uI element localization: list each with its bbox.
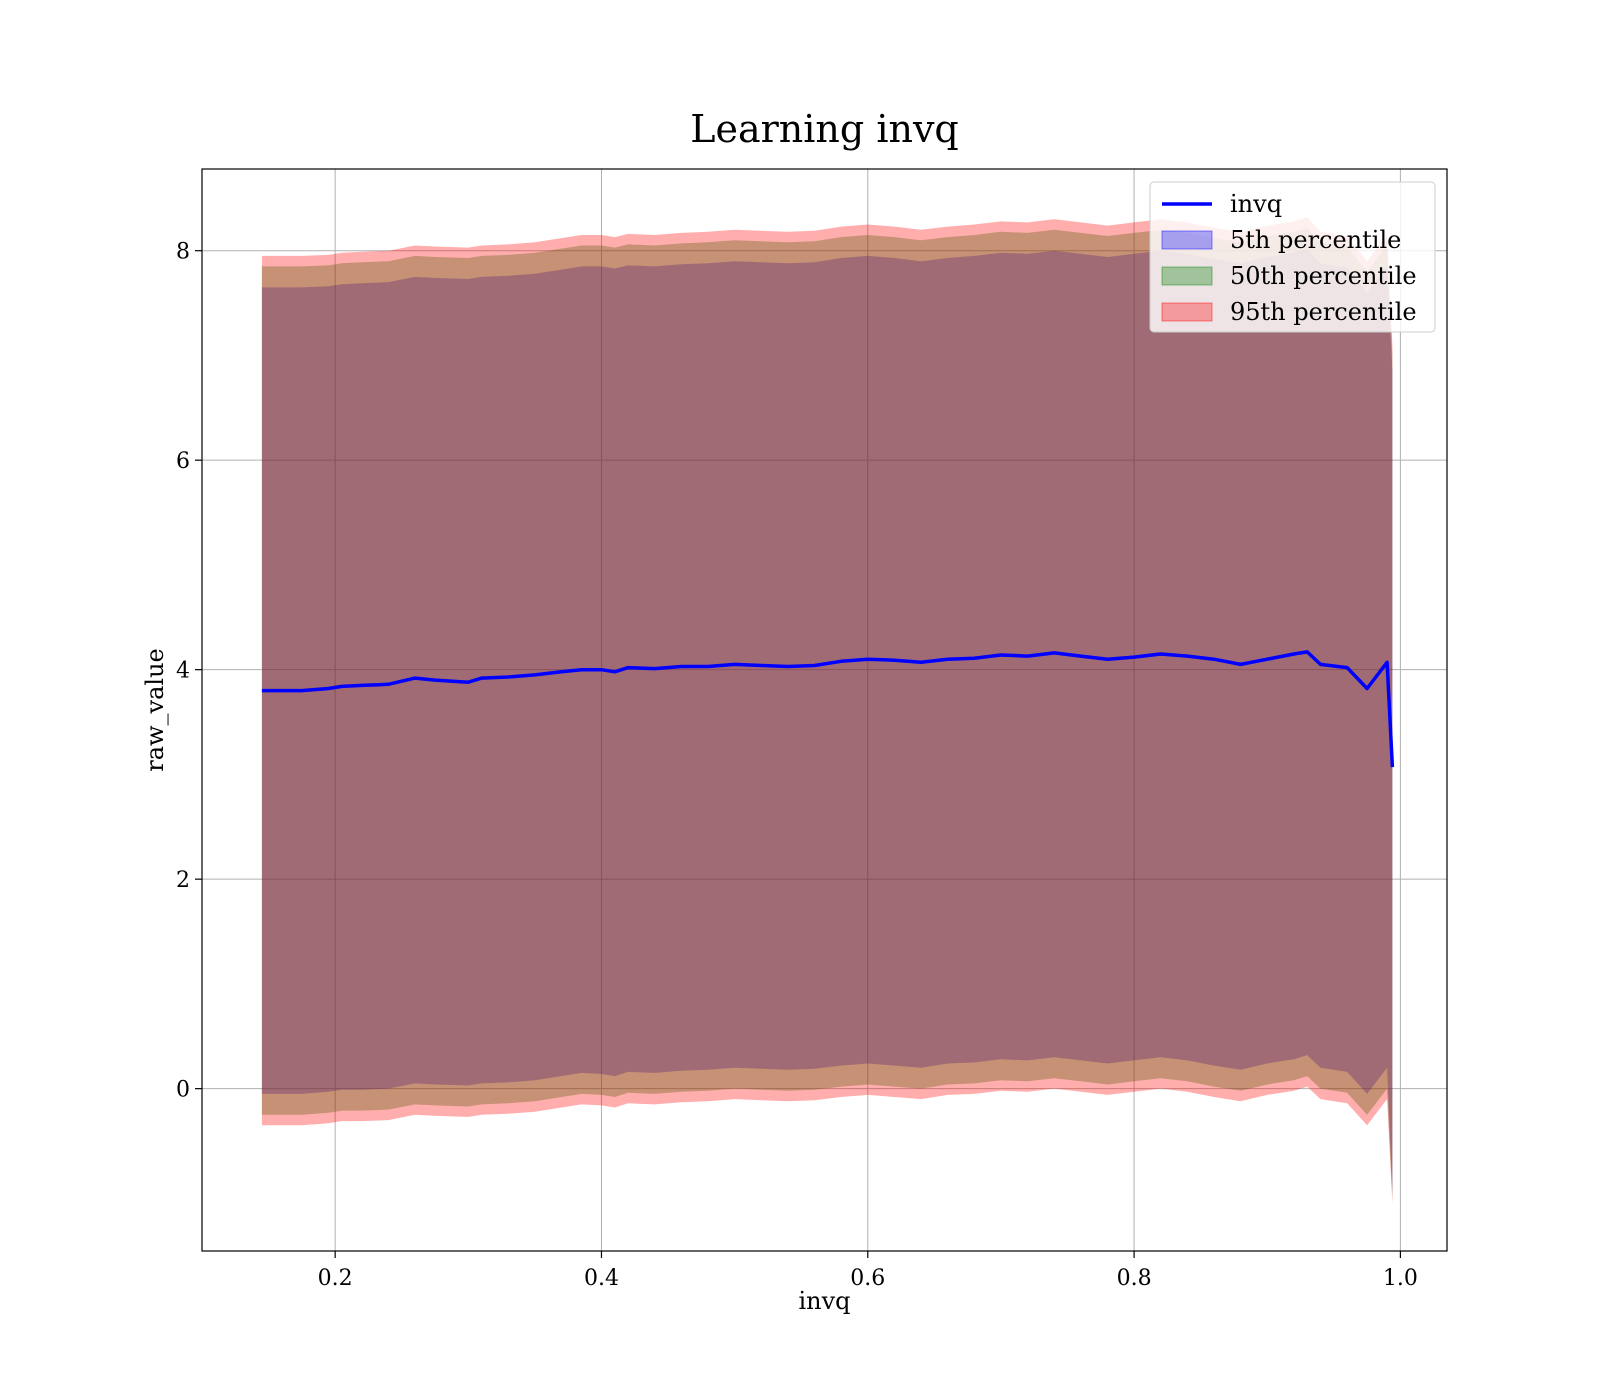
- legend-label: invq: [1230, 190, 1282, 218]
- legend-label: 95th percentile: [1230, 298, 1417, 326]
- legend-swatch-band: [1161, 302, 1213, 322]
- legend-swatch-band: [1161, 266, 1213, 286]
- y-tick-label: 2: [176, 868, 190, 893]
- y-tick-label: 6: [176, 449, 190, 474]
- x-tick-label: 0.4: [584, 1266, 619, 1291]
- percentile-bands: [261, 217, 1393, 1204]
- legend-label: 5th percentile: [1230, 226, 1401, 254]
- series-line-invq: [261, 650, 1395, 768]
- x-axis-label: invq: [798, 1287, 850, 1315]
- x-tick-label: 0.8: [1117, 1266, 1152, 1291]
- x-tick-label: 0.6: [850, 1266, 885, 1291]
- band-50th-percentile: [261, 227, 1393, 1199]
- axis-ticks: 0.2 0.4 0.6 0.8 1.0 0 2 4 6 8: [176, 240, 1418, 1291]
- chart-title: Learning invq: [690, 107, 958, 151]
- y-axis-label: raw_value: [141, 648, 169, 772]
- legend-box: [1149, 181, 1436, 333]
- legend-label: 50th percentile: [1230, 262, 1417, 290]
- y-tick-label: 8: [176, 240, 190, 265]
- plot-frame: [201, 168, 1448, 1252]
- x-tick-label: 1.0: [1383, 1266, 1418, 1291]
- line-series: [261, 650, 1395, 768]
- y-tick-label: 4: [176, 659, 190, 684]
- band-5th-percentile: [261, 248, 1393, 1194]
- legend-swatch-band: [1161, 230, 1213, 250]
- legend: invq 5th percentile 50th percentile 95th pe…: [1149, 181, 1436, 333]
- band-95th-percentile: [261, 217, 1393, 1204]
- y-tick-label: 0: [176, 1078, 190, 1103]
- x-tick-label: 0.2: [318, 1266, 353, 1291]
